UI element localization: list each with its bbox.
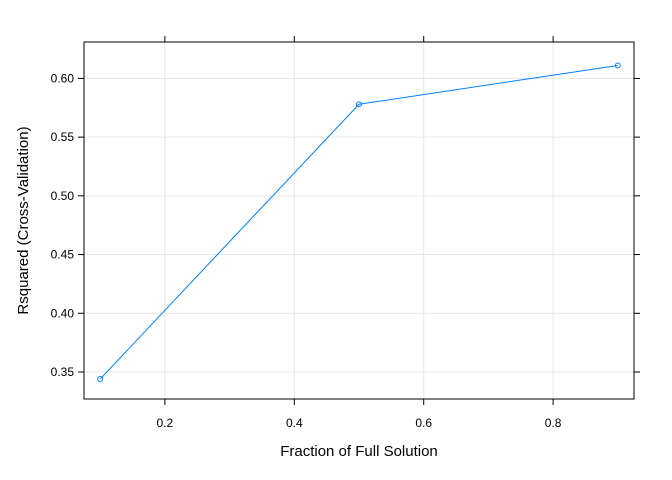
data-point [614,62,621,69]
x-tick-label: 0.8 [545,416,562,430]
axis-ticks [78,36,640,405]
series-line [99,64,618,380]
x-tick-label: 0.4 [286,416,303,430]
y-tick-label: 0.50 [51,189,75,203]
y-tick-label: 0.55 [51,130,75,144]
y-axis-title: Rsquared (Cross-Validation) [15,126,32,314]
plot-frame [83,41,635,400]
data-point [356,101,362,108]
y-tick-label: 0.60 [51,71,75,85]
x-tick-label: 0.6 [415,416,432,430]
y-tick-labels: 0.35 0.40 0.45 0.50 0.55 0.60 [51,71,75,379]
x-tick-label: 0.2 [157,416,174,430]
y-tick-label: 0.45 [51,248,75,262]
data-series [97,62,621,383]
x-axis-title: Fraction of Full Solution [280,443,438,460]
y-tick-label: 0.40 [51,306,75,320]
x-tick-labels: 0.2 0.4 0.6 0.8 [157,416,562,430]
gridlines [84,42,634,399]
y-tick-label: 0.35 [51,365,75,379]
data-point [97,376,104,383]
